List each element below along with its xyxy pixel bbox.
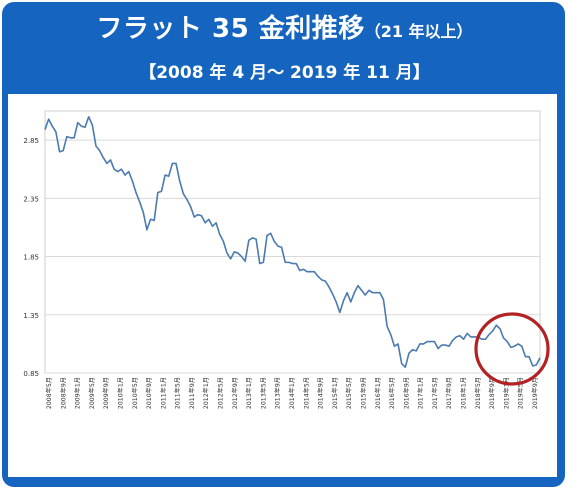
x-tick-label: 2010年5月: [131, 377, 139, 409]
x-tick-label: 2009年9月: [102, 377, 110, 409]
y-tick-label: 2.85: [23, 137, 39, 145]
x-tick-label: 2015年5月: [345, 377, 353, 409]
x-tick-label: 2008年9月: [59, 377, 67, 409]
x-tick-label: 2018年9月: [488, 377, 496, 409]
x-tick-label: 2011年1月: [159, 377, 167, 409]
x-tick-label: 2008年5月: [45, 377, 53, 409]
x-tick-label: 2017年5月: [431, 377, 439, 409]
x-tick-label: 2019年5月: [517, 377, 525, 409]
x-tick-label: 2014年5月: [302, 377, 310, 409]
y-tick-label: 1.35: [23, 312, 39, 320]
x-tick-label: 2010年9月: [145, 377, 153, 409]
y-tick-label: 0.85: [23, 370, 39, 378]
x-tick-label: 2013年5月: [259, 377, 267, 409]
x-tick-label: 2018年5月: [474, 377, 482, 409]
line-chart: 0.85 1.35 1.85 2.35 2.85 2008年5月 2008年9月 2009年1…: [23, 110, 550, 409]
x-tick-label: 2019年1月: [502, 377, 510, 409]
x-tick-label: 2011年9月: [188, 377, 196, 409]
x-tick-label: 2013年1月: [245, 377, 253, 409]
chart-title-subtitle: （21 年以上）: [364, 22, 473, 41]
x-tick-label: 2011年5月: [174, 377, 182, 409]
x-tick-label: 2017年9月: [445, 377, 453, 409]
y-tick-label: 2.35: [23, 195, 39, 203]
x-tick-label: 2015年1月: [331, 377, 339, 409]
highlight-circle: [474, 312, 550, 386]
x-tick-label: 2010年1月: [116, 377, 124, 409]
plot-area: [44, 110, 541, 374]
x-tick-label: 2014年1月: [288, 377, 296, 409]
x-tick-label: 2019年9月: [531, 377, 539, 409]
x-tick-label: 2012年5月: [217, 377, 225, 409]
x-tick-label: 2012年9月: [231, 377, 239, 409]
chart-panel: 0.85 1.35 1.85 2.35 2.85 2008年5月 2008年9月 2009年1…: [8, 94, 557, 477]
x-tick-label: 2013年9月: [274, 377, 282, 409]
x-tick-label: 2017年1月: [417, 377, 425, 409]
chart-period: 【2008 年 4 月～ 2019 年 11 月】: [139, 63, 430, 83]
x-tick-label: 2016年9月: [402, 377, 410, 409]
chart-title: フラット 35 金利推移（21 年以上）: [0, 8, 569, 45]
x-tick-label: 2009年5月: [88, 377, 96, 409]
x-tick-label: 2015年9月: [359, 377, 367, 409]
x-tick-label: 2016年1月: [374, 377, 382, 409]
x-tick-label: 2009年1月: [74, 377, 82, 409]
y-tick-label: 1.85: [23, 254, 39, 262]
chart-title-main: フラット 35 金利推移: [96, 14, 365, 44]
x-tick-label: 2018年1月: [460, 377, 468, 409]
x-tick-label: 2016年5月: [388, 377, 396, 409]
x-tick-label: 2012年1月: [202, 377, 210, 409]
x-tick-label: 2014年9月: [317, 377, 325, 409]
series-line: [44, 116, 541, 368]
